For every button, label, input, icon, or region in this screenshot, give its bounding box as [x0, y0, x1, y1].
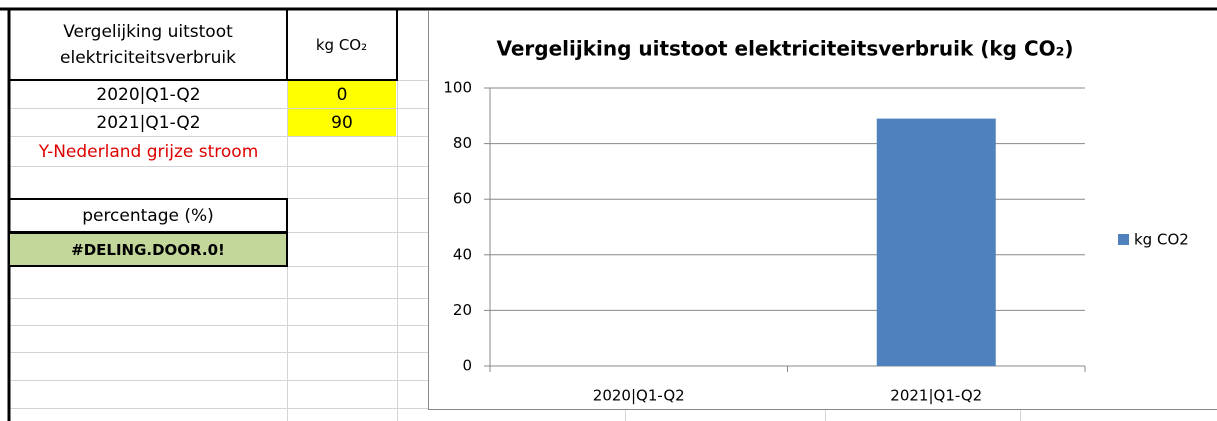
y-tick-label: 40 [453, 245, 472, 263]
chart-title: Vergelijking uitstoot elektriciteitsverb… [496, 37, 1073, 61]
legend-label: kg CO2 [1134, 231, 1189, 249]
header-cell: Vergelijking uitstoot elektriciteitsverb… [10, 10, 288, 81]
y-tick-label: 60 [453, 190, 472, 208]
note: Y-Nederland grijze stroom [38, 141, 259, 162]
y-tick-label: 20 [453, 301, 472, 319]
x-tick-label: 2021|Q1-Q2 [890, 387, 982, 405]
percentage-value: #DELING.DOOR.0! [10, 232, 288, 267]
chart: Vergelijking uitstoot elektriciteitsverb… [428, 10, 1217, 410]
x-tick-label: 2020|Q1-Q2 [593, 387, 685, 405]
header-cell: kg CO₂ [287, 10, 398, 81]
y-tick-label: 80 [453, 134, 472, 152]
y-tick-label: 0 [462, 357, 472, 375]
row-label: 2020|Q1-Q2 [96, 84, 201, 105]
row-value: 0 [288, 81, 396, 108]
bar [876, 118, 996, 366]
y-tick-label: 100 [443, 79, 472, 97]
legend-swatch [1118, 234, 1129, 245]
percentage-label: percentage (%) [10, 198, 288, 233]
chart-frame [428, 10, 1217, 410]
row-label: 2021|Q1-Q2 [96, 112, 201, 133]
row-value: 90 [288, 109, 396, 136]
